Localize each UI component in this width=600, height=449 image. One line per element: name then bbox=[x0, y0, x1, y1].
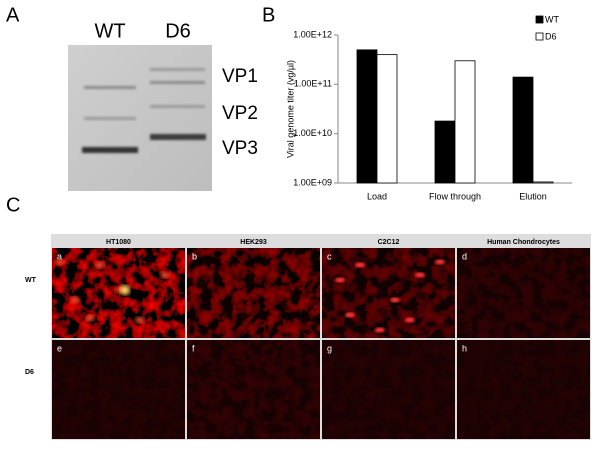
x-tick-label: Elution bbox=[519, 191, 547, 201]
x-tick-label: Load bbox=[367, 191, 387, 201]
image-letter: c bbox=[327, 251, 332, 261]
bar bbox=[512, 76, 534, 184]
bar bbox=[434, 120, 456, 184]
lane-label: WT bbox=[94, 20, 125, 42]
bar bbox=[454, 60, 476, 184]
images: HT1080 HEK293 C2C12 Human Chondrocytes WT a b c… bbox=[25, 239, 590, 439]
y-tick-label: 1.00E+09 bbox=[293, 177, 332, 187]
image-letter: b bbox=[192, 251, 197, 261]
column-header: C2C12 bbox=[378, 239, 400, 246]
chart: 1.00E+09 1.00E+10 1.00E+11 1.00E+12 Viral ge… bbox=[285, 14, 572, 201]
panel-label: A bbox=[6, 4, 20, 26]
image-letter: e bbox=[57, 343, 62, 353]
bar bbox=[356, 49, 378, 184]
row-label: WT bbox=[25, 277, 37, 284]
fluorescence bbox=[457, 248, 590, 338]
bar bbox=[532, 181, 554, 184]
cell bbox=[70, 297, 80, 303]
y-tick-label: 1.00E+11 bbox=[294, 79, 332, 89]
gel-bands bbox=[82, 68, 206, 153]
image-letter: d bbox=[462, 251, 467, 261]
y-tick-label: 1.00E+10 bbox=[293, 128, 332, 138]
legend-label: WT bbox=[545, 14, 559, 24]
legend-swatch bbox=[535, 15, 544, 24]
fluorescence bbox=[187, 248, 320, 338]
image-letter: h bbox=[462, 343, 467, 353]
cell bbox=[95, 262, 105, 268]
cell bbox=[345, 312, 355, 318]
bar bbox=[376, 54, 398, 184]
cell bbox=[55, 259, 65, 265]
cell bbox=[120, 285, 130, 295]
fluorescence bbox=[322, 248, 455, 338]
fluorescence bbox=[52, 340, 185, 439]
image-letter: a bbox=[57, 251, 62, 261]
y-axis-label: Viral genome titer (vg/µl) bbox=[285, 60, 295, 158]
fluorescence bbox=[187, 340, 320, 439]
cell bbox=[415, 272, 425, 278]
cell bbox=[335, 277, 345, 283]
cell bbox=[405, 317, 415, 323]
image-letter: f bbox=[192, 343, 195, 353]
legend-label: D6 bbox=[545, 31, 557, 41]
legend-swatch bbox=[535, 32, 544, 41]
x-tick-label: Flow through bbox=[429, 191, 481, 201]
lane-label: D6 bbox=[165, 20, 191, 42]
row-label: D6 bbox=[25, 369, 34, 376]
band-label: VP1 bbox=[222, 66, 258, 87]
band-label: VP3 bbox=[222, 138, 258, 159]
fluorescence bbox=[52, 248, 185, 338]
cell bbox=[435, 259, 445, 265]
cell bbox=[85, 315, 95, 321]
cell bbox=[160, 272, 170, 278]
column-header: HT1080 bbox=[106, 239, 131, 246]
cell bbox=[375, 327, 385, 333]
cell bbox=[355, 262, 365, 268]
column-header: HEK293 bbox=[240, 239, 267, 246]
band-label: VP2 bbox=[222, 103, 258, 124]
fluorescence bbox=[322, 340, 455, 439]
cell bbox=[390, 297, 400, 303]
fluorescence bbox=[457, 340, 590, 439]
panel-label: C bbox=[6, 194, 20, 216]
panel-label: B bbox=[262, 4, 275, 26]
y-tick-label: 1.00E+12 bbox=[293, 29, 332, 39]
cell bbox=[135, 317, 145, 323]
image-letter: g bbox=[327, 343, 332, 353]
column-header: Human Chondrocytes bbox=[487, 239, 560, 246]
